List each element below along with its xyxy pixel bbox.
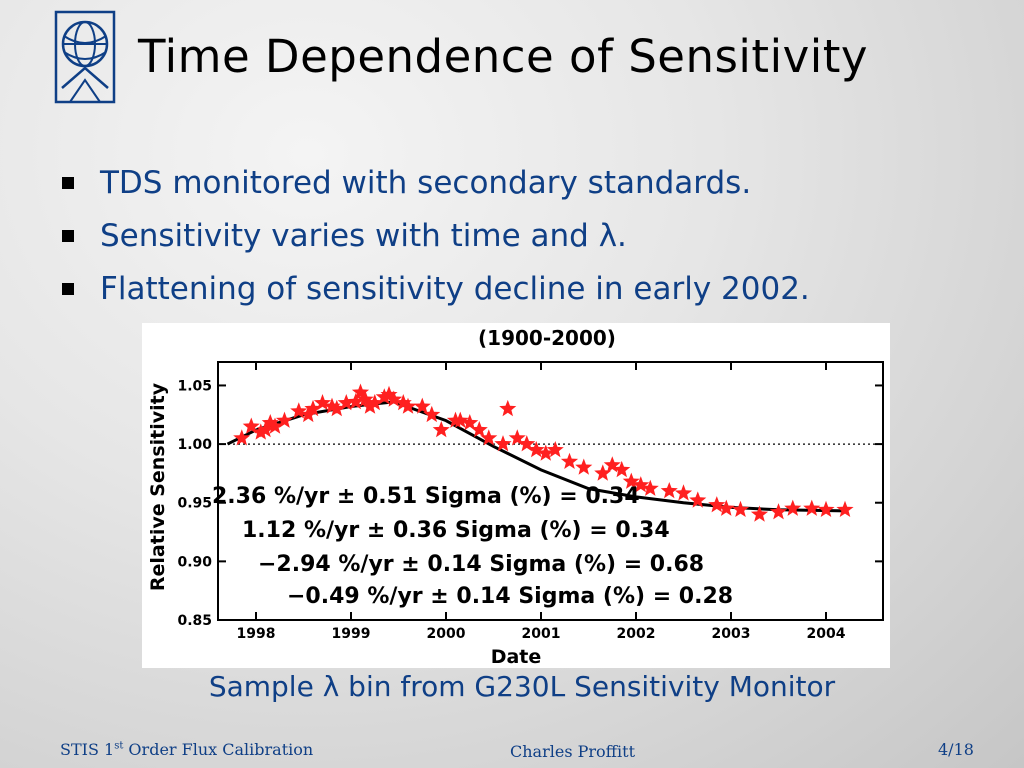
data-point-star: [261, 414, 279, 431]
x-tick-label: 2001: [522, 626, 561, 642]
data-point-star: [252, 423, 270, 440]
x-tick-label: 2002: [617, 626, 656, 642]
page-title: Time Dependence of Sensitivity: [138, 30, 868, 83]
data-point-star: [769, 503, 788, 520]
data-point-star: [275, 411, 294, 428]
data-point-star: [689, 491, 707, 508]
data-point-star: [337, 394, 355, 411]
data-point-star: [432, 421, 450, 438]
data-point-star: [537, 444, 555, 461]
square-bullet-icon: [62, 176, 74, 189]
y-tick-label: 1.00: [177, 437, 212, 453]
y-tick-label: 0.95: [177, 496, 212, 512]
chart-caption: Sample λ bin from G230L Sensitivity Moni…: [208, 670, 836, 703]
y-tick-label: 1.05: [177, 378, 212, 394]
data-point-star: [594, 464, 612, 481]
y-tick-label: 0.90: [177, 554, 212, 570]
plot-frame: [217, 361, 884, 621]
data-point-star: [674, 484, 693, 501]
chart-svg: (1900-2000) 0.85 0.90 0.95 1.00 1.05 1998 199…: [147, 326, 884, 668]
square-bullet-icon: [62, 229, 74, 242]
data-point-star: [717, 499, 735, 516]
data-point-star: [366, 394, 384, 411]
footer-page-number: 4/18: [938, 740, 974, 759]
data-point-star: [641, 479, 659, 496]
data-point-star: [603, 456, 621, 473]
data-point-star: [290, 402, 308, 419]
data-point-star: [836, 500, 854, 517]
data-point-star: [622, 472, 640, 489]
x-axis-label: Date: [491, 646, 542, 668]
data-point-star: [394, 394, 412, 411]
data-point-star: [499, 399, 517, 417]
data-point-star: [233, 429, 251, 446]
footer-left: STIS 1st Order Flux Calibration: [60, 740, 313, 759]
data-point-star: [660, 482, 678, 499]
data-point-star: [803, 499, 821, 516]
data-point-star: [380, 385, 398, 403]
data-point-star: [470, 421, 488, 438]
data-point-star: [304, 399, 322, 417]
data-point-star: [375, 388, 393, 405]
data-point-star: [461, 414, 479, 431]
data-point-star: [613, 460, 631, 478]
data-point-star: [731, 500, 750, 517]
data-point-star: [328, 399, 346, 417]
data-point-star: [451, 411, 469, 428]
x-tick-label: 2004: [807, 626, 846, 642]
square-bullet-icon: [62, 282, 74, 295]
x-tick-label: 1999: [332, 626, 371, 642]
footer-left-sup: st: [114, 740, 124, 752]
x-tick-label: 1998: [237, 626, 276, 642]
data-point-star: [299, 405, 317, 423]
data-point-star: [423, 405, 441, 423]
data-point-star: [266, 417, 284, 434]
annotation-3: −2.94 %/yr ± 0.14 Sigma (%) = 0.68: [258, 552, 704, 577]
data-point-star: [575, 458, 593, 475]
data-point-star: [413, 397, 431, 414]
data-point-star: [632, 476, 650, 493]
bullet-item: Sensitivity varies with time and λ.: [62, 209, 810, 262]
annotation-2: 1.12 %/yr ± 0.36 Sigma (%) = 0.34: [242, 518, 670, 543]
y-axis-label: Relative Sensitivity: [147, 382, 169, 591]
data-point-star: [399, 397, 417, 414]
annotation-1: 2.36 %/yr ± 0.51 Sigma (%) = 0.34: [212, 484, 640, 509]
bullet-text: Flattening of sensitivity decline in ear…: [100, 270, 810, 307]
bullet-list: TDS monitored with secondary standards. …: [62, 156, 810, 315]
stsci-logo-icon: [54, 10, 116, 104]
footer-left-prefix: STIS 1: [60, 740, 115, 759]
x-tick-label: 2003: [712, 626, 751, 642]
x-tick-label: 2000: [427, 626, 466, 642]
data-point-star: [385, 390, 403, 407]
y-tick-label: 0.85: [177, 613, 212, 629]
data-point-star: [242, 417, 260, 434]
data-point-star: [361, 397, 379, 414]
data-point-star: [518, 435, 536, 452]
chart-title: (1900-2000): [478, 326, 616, 350]
footer-author: Charles Proffitt: [510, 742, 636, 761]
data-point-star: [817, 500, 835, 517]
bullet-text: TDS monitored with secondary standards.: [100, 164, 752, 201]
data-point-star: [356, 390, 374, 407]
data-point-star: [784, 499, 802, 516]
data-point-star: [708, 496, 726, 513]
data-point-star: [347, 392, 365, 410]
bullet-item: TDS monitored with secondary standards.: [62, 156, 810, 209]
bullet-item: Flattening of sensitivity decline in ear…: [62, 262, 810, 315]
data-point-star: [546, 441, 564, 458]
data-point-star: [313, 394, 332, 411]
data-point-star: [323, 397, 341, 414]
data-point-star: [508, 429, 526, 446]
sensitivity-chart: (1900-2000) 0.85 0.90 0.95 1.00 1.05 1998 199…: [142, 323, 890, 668]
data-point-star: [480, 429, 498, 446]
data-point-star: [750, 505, 769, 522]
data-point-star: [494, 435, 512, 452]
footer-left-suffix: Order Flux Calibration: [123, 740, 314, 759]
bullet-text: Sensitivity varies with time and λ.: [100, 217, 627, 254]
data-point-star: [351, 383, 370, 400]
data-point-star: [527, 441, 545, 458]
data-point-star: [560, 452, 579, 469]
annotation-4: −0.49 %/yr ± 0.14 Sigma (%) = 0.28: [287, 584, 733, 609]
